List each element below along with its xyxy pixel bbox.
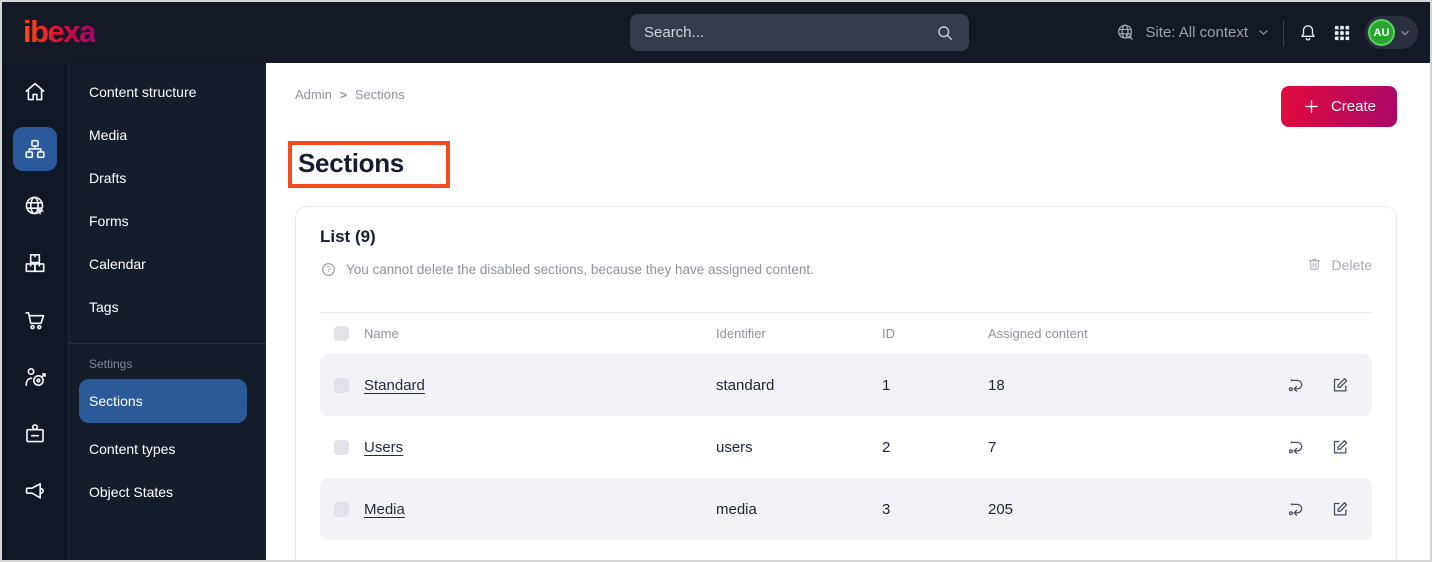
breadcrumb-sections[interactable]: Sections (354, 87, 405, 102)
home-icon[interactable] (13, 70, 57, 114)
sidebar-item-sections[interactable]: Sections (79, 379, 247, 423)
app-grid-icon[interactable] (1332, 23, 1352, 43)
secondary-menu: Content structure Media Drafts Forms Cal… (69, 63, 266, 560)
breadcrumb: Admin > Sections (295, 87, 405, 102)
table-row: Users users 2 7 (320, 416, 1372, 478)
section-assigned-count: 205 (988, 500, 1014, 518)
delete-button-label: Delete (1331, 256, 1372, 273)
table-header-row: Name Identifier ID Assigned content (320, 312, 1372, 354)
topbar: ibexa Site: All context (2, 2, 1430, 63)
create-button-label: Create (1330, 98, 1376, 115)
sidebar-item-media[interactable]: Media (89, 126, 128, 143)
global-search[interactable] (630, 14, 969, 51)
list-info-text: You cannot delete the disabled sections,… (346, 262, 814, 277)
column-header-name: Name (364, 326, 399, 341)
select-all-checkbox[interactable] (334, 326, 349, 341)
product-boxes-icon[interactable] (13, 241, 57, 285)
section-id: 3 (882, 500, 891, 518)
section-name-link[interactable]: Media (364, 500, 405, 518)
ibexa-logo: ibexa (23, 14, 96, 49)
plus-icon (1302, 97, 1321, 116)
help-question-icon: ? (320, 261, 337, 278)
section-id: 1 (882, 376, 891, 394)
sections-table: Name Identifier ID Assigned content Stan… (320, 312, 1372, 540)
column-header-assigned-content: Assigned content (988, 326, 1088, 341)
delete-button[interactable]: Delete (1306, 251, 1372, 278)
site-globe-icon (1115, 22, 1136, 43)
trash-icon (1306, 256, 1323, 273)
avatar: AU (1368, 19, 1395, 46)
sidebar-item-content-types[interactable]: Content types (89, 440, 176, 457)
breadcrumb-admin[interactable]: Admin (295, 87, 332, 102)
topbar-divider (1283, 19, 1284, 46)
table-row: Media media 3 205 (320, 478, 1372, 540)
sidebar-item-calendar[interactable]: Calendar (89, 255, 146, 272)
search-input[interactable] (644, 24, 935, 41)
badge-icon[interactable] (13, 412, 57, 456)
page-title: Sections (298, 148, 404, 178)
search-icon[interactable] (935, 23, 955, 43)
assign-content-icon[interactable] (1286, 375, 1306, 395)
cart-icon[interactable] (13, 298, 57, 342)
assign-content-icon[interactable] (1286, 437, 1306, 457)
table-row: Standard standard 1 18 (320, 354, 1372, 416)
row-checkbox[interactable] (334, 501, 349, 517)
site-globe-pointer-icon[interactable] (13, 184, 57, 228)
column-header-identifier: Identifier (716, 326, 766, 341)
section-name-link[interactable]: Users (364, 438, 404, 456)
edit-icon[interactable] (1330, 437, 1350, 457)
sidebar-item-forms[interactable]: Forms (89, 212, 129, 229)
row-checkbox[interactable] (334, 377, 349, 393)
assign-content-icon[interactable] (1286, 499, 1306, 519)
create-button[interactable]: Create (1280, 86, 1397, 127)
customer-target-icon[interactable] (13, 355, 57, 399)
notifications-bell-icon[interactable] (1297, 22, 1319, 44)
sidebar-item-drafts[interactable]: Drafts (89, 169, 127, 186)
megaphone-icon[interactable] (13, 469, 57, 513)
section-identifier: users (716, 438, 753, 456)
sidebar-item-object-states[interactable]: Object States (89, 483, 174, 500)
site-context-label: Site: All context (1145, 24, 1248, 41)
section-identifier: standard (716, 376, 775, 394)
topbar-right-cluster: Site: All context AU (1115, 2, 1418, 63)
annotation-highlight-box: Sections (288, 141, 450, 188)
sidebar-item-tags[interactable]: Tags (89, 298, 119, 315)
sidebar-item-content-structure[interactable]: Content structure (89, 83, 197, 100)
section-name-link[interactable]: Standard (364, 376, 425, 394)
edit-icon[interactable] (1330, 375, 1350, 395)
main-content: Admin > Sections Create Sections List (9… (266, 63, 1430, 560)
svg-text:?: ? (326, 265, 331, 274)
list-count-title: List (9) (320, 227, 376, 246)
section-assigned-count: 18 (988, 376, 1005, 394)
content-tree-icon[interactable] (13, 127, 57, 171)
edit-icon[interactable] (1330, 499, 1350, 519)
menu-divider (69, 343, 266, 344)
settings-group-label: Settings (89, 357, 133, 371)
section-id: 2 (882, 438, 891, 456)
row-checkbox[interactable] (334, 439, 349, 455)
chevron-down-icon (1257, 26, 1270, 39)
user-menu[interactable]: AU (1365, 16, 1418, 49)
section-identifier: media (716, 500, 757, 518)
breadcrumb-separator: > (339, 87, 347, 102)
section-assigned-count: 7 (988, 438, 997, 456)
site-context-selector[interactable]: Site: All context (1115, 22, 1270, 43)
primary-nav-rail (2, 63, 69, 560)
chevron-down-icon (1399, 27, 1411, 39)
column-header-id: ID (882, 326, 895, 341)
sections-list-card: List (9) ? You cannot delete the disable… (295, 206, 1397, 560)
